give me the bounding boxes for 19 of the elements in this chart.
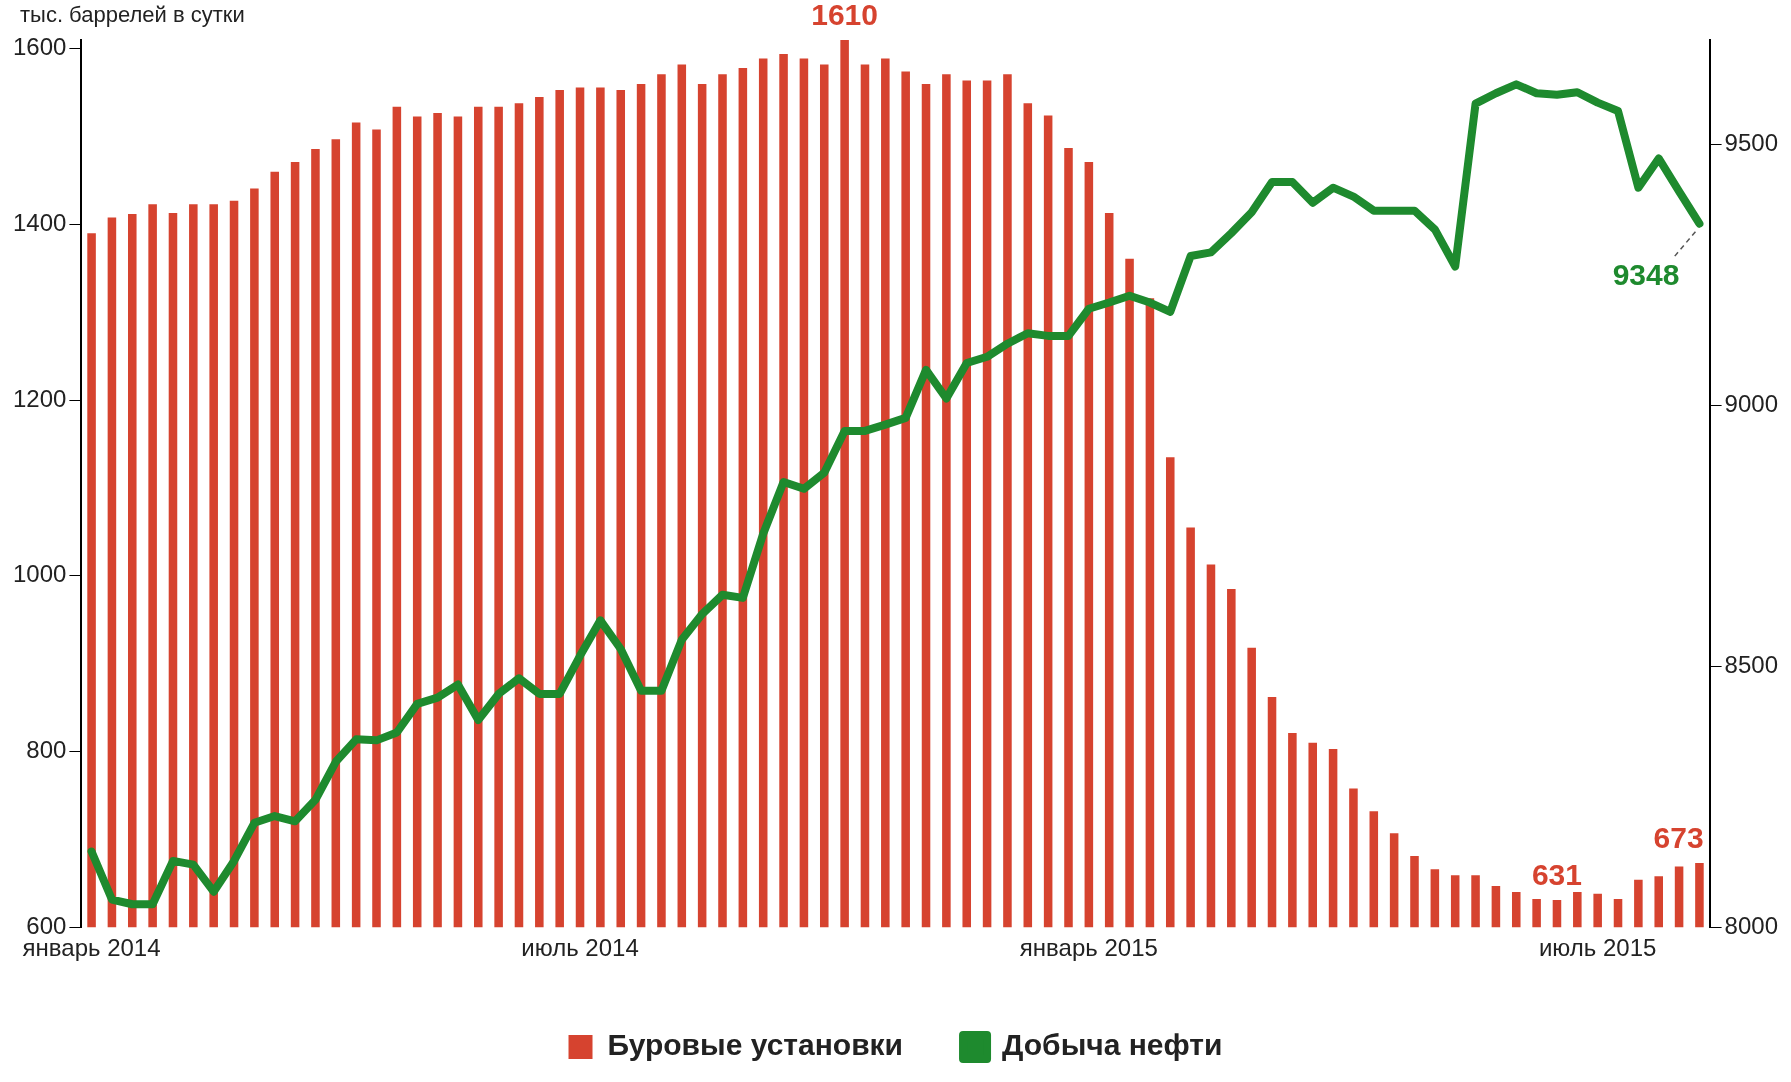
data-label: 673 [1653, 821, 1704, 855]
data-label: 1610 [811, 0, 878, 32]
data-label: 631 [1531, 858, 1582, 892]
x-tick-label: январь 2015 [1019, 934, 1158, 962]
y-tick-label: 1600 [13, 33, 67, 61]
y-tick-label: 1000 [13, 560, 67, 588]
y2-tick-label: 8500 [1724, 650, 1778, 678]
y-tick-label: 800 [26, 736, 67, 764]
legend-label: Буровые установки [607, 1028, 904, 1062]
y-tick-label: 1200 [13, 384, 67, 412]
x-tick-label: июль 2014 [521, 934, 639, 962]
data-label: 9348 [1612, 257, 1680, 291]
y2-tick-label: 9000 [1724, 389, 1778, 417]
y2-tick-label: 9500 [1724, 129, 1778, 156]
y-tick-label: 1400 [13, 209, 67, 237]
x-tick-label: июль 2015 [1538, 934, 1657, 962]
legend-label: Добыча нефти [1002, 1028, 1223, 1062]
text: тыс. баррелей в сутки [20, 2, 245, 28]
y2-tick-label: 8000 [1724, 911, 1778, 939]
